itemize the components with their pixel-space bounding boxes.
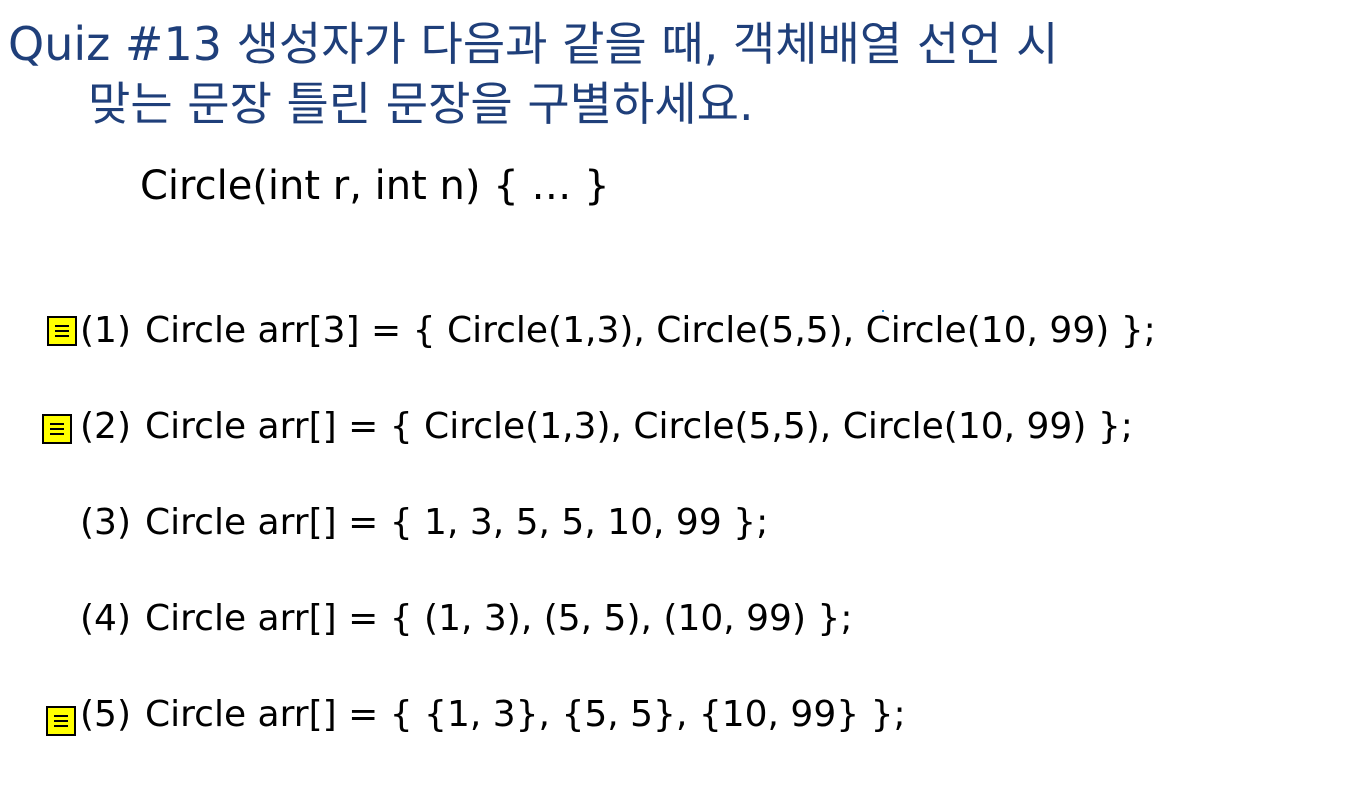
title-line-1: Quiz #13 생성자가 다음과 같을 때, 객체배열 선언 시 xyxy=(8,17,1059,71)
item-code: Circle arr[] = { Circle(1,3), Circle(5,5… xyxy=(145,406,1133,447)
quiz-item-5: (5) Circle arr[] = { {1, 3}, {5, 5}, {10,… xyxy=(80,692,906,738)
item-number: (3) xyxy=(80,502,131,543)
item-number: (1) xyxy=(80,310,131,351)
item-number: (5) xyxy=(80,694,131,735)
sticky-note-icon[interactable] xyxy=(42,414,72,444)
item-number: (2) xyxy=(80,406,131,447)
title-line-2: 맞는 문장 틀린 문장을 구별하세요. xyxy=(88,77,754,131)
item-code: Circle arr[] = { (1, 3), (5, 5), (10, 99… xyxy=(145,598,853,639)
item-code: Circle arr[3] = { Circle(1,3), Circle(5,… xyxy=(145,310,1156,351)
sticky-note-icon[interactable] xyxy=(47,316,77,346)
item-code: Circle arr[] = { {1, 3}, {5, 5}, {10, 99… xyxy=(145,694,906,735)
sticky-note-icon[interactable] xyxy=(46,706,76,736)
quiz-item-2: (2) Circle arr[] = { Circle(1,3), Circle(… xyxy=(80,404,1133,450)
item-number: (4) xyxy=(80,598,131,639)
quiz-item-1: (1) Circle arr[3] = { Circle(1,3), Circle… xyxy=(80,308,1156,354)
constructor-signature: Circle(int r, int n) { … } xyxy=(140,163,610,209)
quiz-title: Quiz #13 생성자가 다음과 같을 때, 객체배열 선언 시 맞는 문장 … xyxy=(8,14,1058,134)
quiz-item-4: (4) Circle arr[] = { (1, 3), (5, 5), (10,… xyxy=(80,596,852,642)
item-code: Circle arr[] = { 1, 3, 5, 5, 10, 99 }; xyxy=(145,502,769,543)
cursor-dot xyxy=(882,310,884,312)
quiz-item-3: (3) Circle arr[] = { 1, 3, 5, 5, 10, 99 }… xyxy=(80,500,768,546)
